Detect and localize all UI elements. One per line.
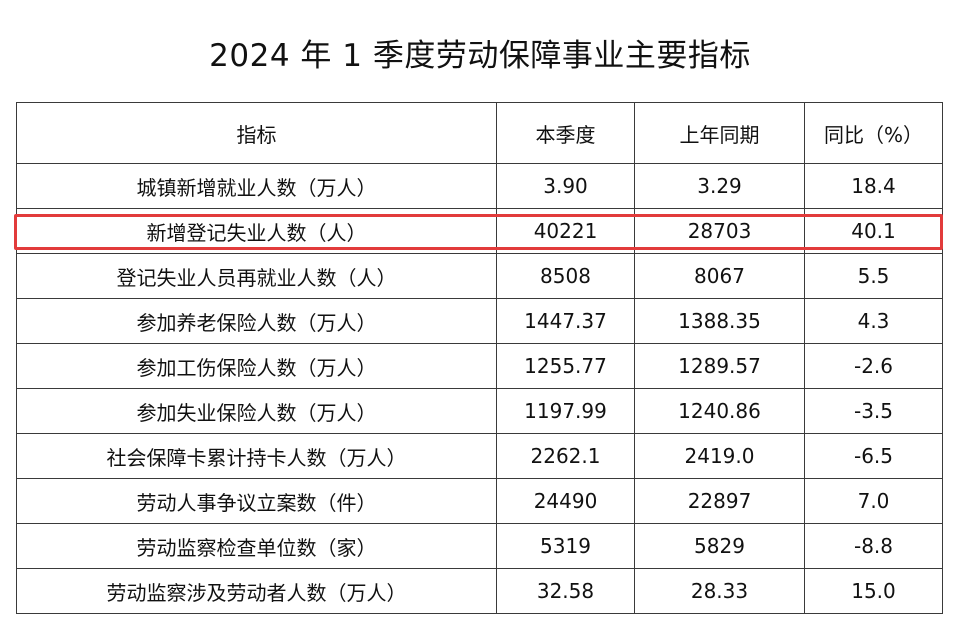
yoy-cell: 40.1	[804, 208, 943, 254]
indicator-cell: 参加养老保险人数（万人）	[16, 298, 497, 344]
indicator-cell: 登记失业人员再就业人数（人）	[16, 253, 497, 299]
yoy-cell: 18.4	[804, 163, 943, 209]
table-row: 劳动监察涉及劳动者人数（万人） 32.58 28.33 15.0	[16, 568, 943, 614]
yoy-cell: -8.8	[804, 523, 943, 569]
yoy-cell: -3.5	[804, 388, 943, 434]
last-year-cell: 22897	[634, 478, 805, 524]
header-this-quarter: 本季度	[496, 102, 635, 164]
indicator-cell: 新增登记失业人数（人）	[16, 208, 497, 254]
last-year-cell: 28703	[634, 208, 805, 254]
last-year-cell: 1289.57	[634, 343, 805, 389]
table-row: 劳动监察检查单位数（家） 5319 5829 -8.8	[16, 523, 943, 569]
this-quarter-cell: 40221	[496, 208, 635, 254]
indicator-cell: 劳动监察涉及劳动者人数（万人）	[16, 568, 497, 614]
header-indicator: 指标	[16, 102, 497, 164]
yoy-cell: 15.0	[804, 568, 943, 614]
table-row-highlighted: 新增登记失业人数（人） 40221 28703 40.1	[16, 208, 943, 254]
indicator-cell: 城镇新增就业人数（万人）	[16, 163, 497, 209]
yoy-cell: 5.5	[804, 253, 943, 299]
header-same-period-last-year: 上年同期	[634, 102, 805, 164]
header-yoy-change: 同比（%）	[804, 102, 943, 164]
table-row: 劳动人事争议立案数（件） 24490 22897 7.0	[16, 478, 943, 524]
this-quarter-cell: 8508	[496, 253, 635, 299]
table-row: 登记失业人员再就业人数（人） 8508 8067 5.5	[16, 253, 943, 299]
indicator-cell: 参加失业保险人数（万人）	[16, 388, 497, 434]
this-quarter-cell: 1197.99	[496, 388, 635, 434]
indicator-cell: 社会保障卡累计持卡人数（万人）	[16, 433, 497, 479]
last-year-cell: 2419.0	[634, 433, 805, 479]
this-quarter-cell: 24490	[496, 478, 635, 524]
table-row: 参加工伤保险人数（万人） 1255.77 1289.57 -2.6	[16, 343, 943, 389]
yoy-cell: 7.0	[804, 478, 943, 524]
indicator-cell: 劳动监察检查单位数（家）	[16, 523, 497, 569]
table-row: 城镇新增就业人数（万人） 3.90 3.29 18.4	[16, 163, 943, 209]
this-quarter-cell: 1255.77	[496, 343, 635, 389]
last-year-cell: 3.29	[634, 163, 805, 209]
indicators-table: 指标 本季度 上年同期 同比（%） 城镇新增就业人数（万人） 3.90 3.29…	[16, 102, 943, 614]
this-quarter-cell: 5319	[496, 523, 635, 569]
last-year-cell: 8067	[634, 253, 805, 299]
table-header-row: 指标 本季度 上年同期 同比（%）	[16, 102, 943, 164]
this-quarter-cell: 32.58	[496, 568, 635, 614]
page-title: 2024 年 1 季度劳动保障事业主要指标	[209, 38, 751, 74]
last-year-cell: 5829	[634, 523, 805, 569]
last-year-cell: 1240.86	[634, 388, 805, 434]
this-quarter-cell: 1447.37	[496, 298, 635, 344]
indicator-cell: 参加工伤保险人数（万人）	[16, 343, 497, 389]
yoy-cell: -2.6	[804, 343, 943, 389]
table-row: 参加养老保险人数（万人） 1447.37 1388.35 4.3	[16, 298, 943, 344]
this-quarter-cell: 2262.1	[496, 433, 635, 479]
yoy-cell: 4.3	[804, 298, 943, 344]
yoy-cell: -6.5	[804, 433, 943, 479]
last-year-cell: 1388.35	[634, 298, 805, 344]
this-quarter-cell: 3.90	[496, 163, 635, 209]
indicator-cell: 劳动人事争议立案数（件）	[16, 478, 497, 524]
table-row: 参加失业保险人数（万人） 1197.99 1240.86 -3.5	[16, 388, 943, 434]
last-year-cell: 28.33	[634, 568, 805, 614]
table-row: 社会保障卡累计持卡人数（万人） 2262.1 2419.0 -6.5	[16, 433, 943, 479]
